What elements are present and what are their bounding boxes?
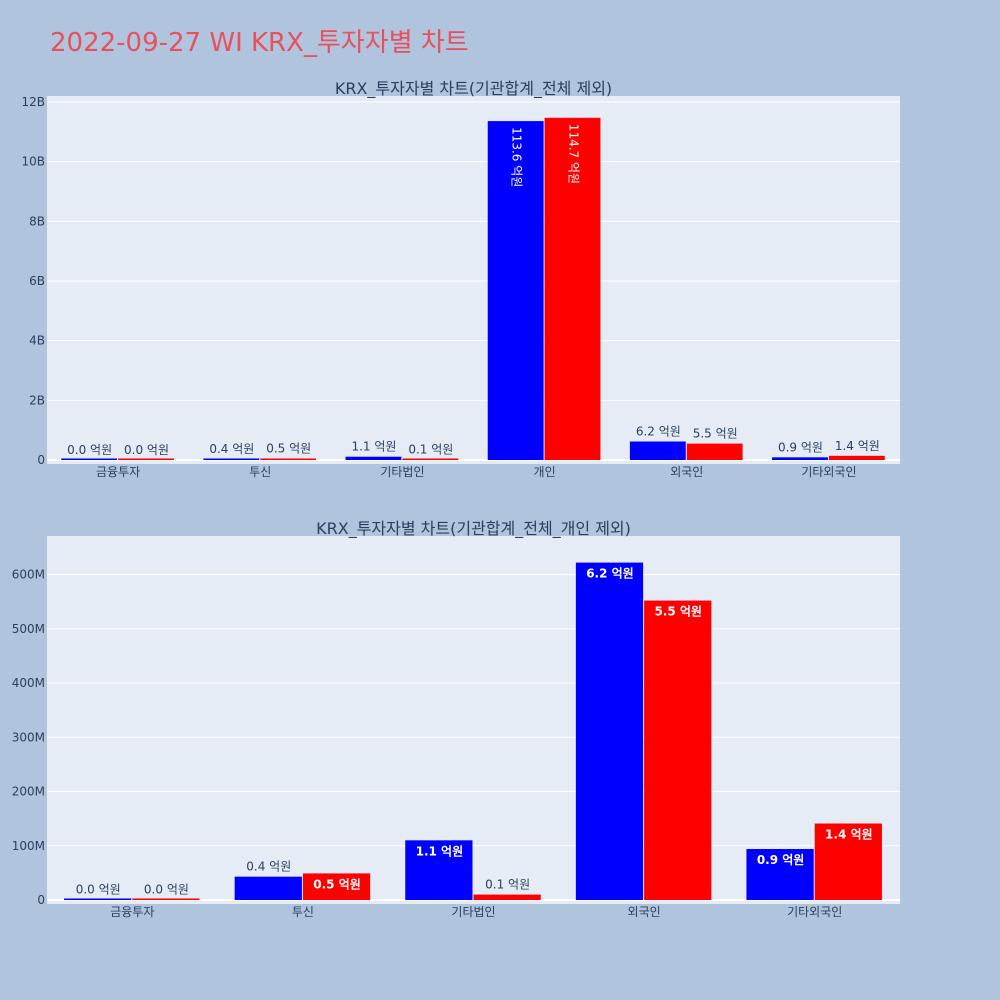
data-label: 1.1 억원: [351, 440, 396, 454]
data-label: 6.2 억원: [586, 567, 634, 581]
x-tick-label: 외국인: [628, 905, 661, 919]
x-tick-label: 기타법인: [380, 465, 424, 479]
data-label: 0.1 억원: [408, 443, 453, 457]
y-tick-label: 600M: [12, 568, 45, 582]
bar-series-1: [487, 121, 544, 461]
bar-series-2: [132, 898, 200, 900]
data-label: 6.2 억원: [636, 425, 681, 439]
bar-series-1: [746, 849, 814, 900]
bar-series-1: [772, 457, 828, 460]
bar-series-1: [405, 840, 473, 900]
y-tick-label: 500M: [12, 622, 45, 636]
data-label: 1.1 억원: [416, 844, 464, 858]
x-tick-label: 기타외국인: [787, 905, 842, 919]
x-tick-label: 금융투자: [110, 905, 154, 919]
bar-series-1: [203, 458, 260, 460]
data-label: 0.4 억원: [246, 860, 291, 874]
bar-series-2: [118, 458, 174, 460]
data-label: 0.4 억원: [209, 442, 254, 456]
data-label: 0.0 억원: [124, 443, 169, 457]
bar-series-2: [814, 823, 882, 900]
data-label: 0.5 억원: [266, 442, 311, 456]
bar-series-2: [686, 443, 743, 460]
x-tick-label: 기타외국인: [801, 465, 856, 479]
y-tick-label: 6B: [29, 274, 45, 288]
x-tick-label: 기타법인: [451, 905, 495, 919]
y-tick-label: 2B: [29, 393, 45, 407]
x-tick-label: 투신: [249, 465, 271, 479]
data-label: 0.9 억원: [778, 440, 823, 454]
bar-series-1: [575, 562, 644, 900]
y-tick-label: 0: [37, 893, 45, 907]
bar-series-2: [828, 455, 885, 460]
bar-series-1: [345, 456, 402, 460]
bar-series-2: [473, 894, 541, 900]
bar-series-2: [260, 458, 317, 460]
data-label: 1.4 억원: [835, 439, 880, 453]
y-tick-label: 100M: [12, 839, 45, 853]
bar-series-1: [61, 458, 118, 460]
y-tick-label: 10B: [21, 155, 45, 169]
data-label: 113.6 억원: [510, 127, 524, 187]
page-title: 2022-09-27 WI KRX_투자자별 차트: [50, 28, 469, 58]
y-tick-label: 8B: [29, 214, 45, 228]
y-tick-label: 200M: [12, 785, 45, 799]
chart-title: KRX_투자자별 차트(기관합계_전체 제외): [335, 79, 612, 99]
data-label: 0.1 억원: [485, 878, 530, 892]
chart-title: KRX_투자자별 차트(기관합계_전체_개인 제외): [316, 519, 631, 539]
x-tick-label: 개인: [534, 465, 556, 479]
y-tick-label: 400M: [12, 676, 45, 690]
bar-series-2: [544, 117, 601, 460]
y-tick-label: 12B: [21, 95, 45, 109]
x-tick-label: 외국인: [670, 465, 703, 479]
bar-series-2: [302, 873, 371, 900]
data-label: 0.5 억원: [313, 877, 361, 891]
bar-series-2: [644, 600, 712, 900]
bar-series-2: [402, 458, 459, 460]
data-label: 0.0 억원: [144, 882, 189, 896]
plot-area: [47, 96, 900, 464]
bar-series-1: [629, 441, 686, 460]
x-tick-label: 투신: [292, 905, 314, 919]
y-tick-label: 0: [37, 453, 45, 467]
x-tick-label: 금융투자: [96, 465, 140, 479]
data-label: 0.9 억원: [757, 853, 805, 867]
data-label: 114.7 억원: [567, 124, 581, 184]
y-tick-label: 4B: [29, 334, 45, 348]
data-label: 5.5 억원: [654, 605, 702, 619]
data-label: 1.4 억원: [825, 828, 873, 842]
data-label: 0.0 억원: [76, 882, 121, 896]
data-label: 0.0 억원: [67, 443, 112, 457]
bar-series-1: [64, 898, 132, 900]
data-label: 5.5 억원: [693, 427, 738, 441]
y-tick-label: 300M: [12, 730, 45, 744]
plot-area: [47, 536, 900, 904]
bar-series-1: [234, 876, 302, 900]
